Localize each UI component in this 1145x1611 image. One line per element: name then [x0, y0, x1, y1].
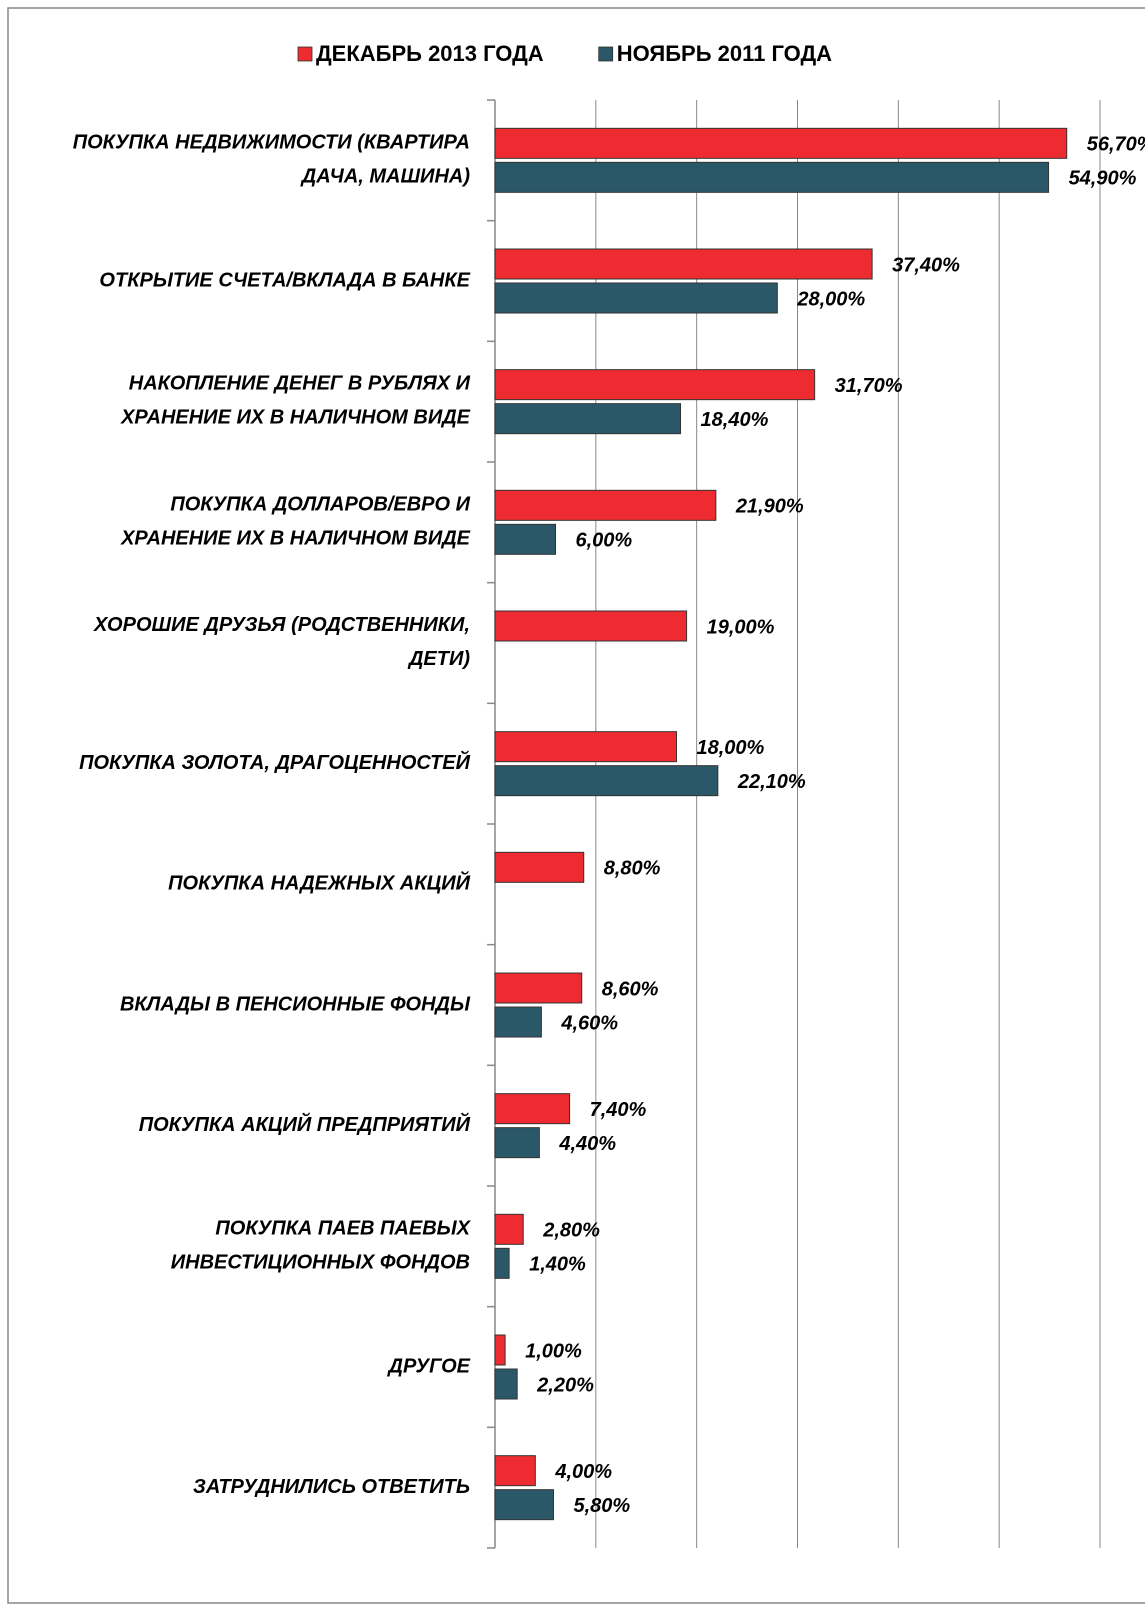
- value-label: 18,00%: [697, 737, 765, 759]
- bar: [494, 403, 682, 435]
- bar: [494, 1093, 571, 1125]
- y-tick-label: НАКОПЛЕНИЕ ДЕНЕГ В РУБЛЯХ И ХРАНЕНИЕ ИХ В…: [120, 373, 471, 429]
- value-label: 7,40%: [590, 1099, 647, 1121]
- bar: [494, 1247, 510, 1279]
- legend-swatch: [598, 46, 614, 62]
- bar: [494, 1334, 506, 1366]
- bar: [494, 1006, 542, 1038]
- bar: [494, 489, 717, 521]
- bar: [494, 610, 688, 642]
- value-label: 22,10%: [737, 771, 806, 793]
- bar: [494, 1489, 554, 1521]
- value-label: 5,80%: [573, 1495, 630, 1517]
- value-label: 21,90%: [735, 496, 804, 518]
- legend-label: ДЕКАБРЬ 2013 ГОДА: [316, 41, 544, 66]
- value-label: 56,70%: [1087, 134, 1145, 156]
- value-label: 28,00%: [796, 288, 865, 310]
- bar: [494, 282, 778, 314]
- value-label: 18,40%: [701, 409, 769, 431]
- bar: [494, 1127, 540, 1159]
- y-tick-label: ПОКУПКА НАДЕЖНЫХ АКЦИЙ: [168, 871, 470, 895]
- value-label: 4,60%: [560, 1012, 618, 1034]
- value-label: 4,40%: [558, 1133, 616, 1155]
- bar: [494, 127, 1068, 159]
- bar: [494, 1213, 524, 1245]
- y-tick-label: ПОКУПКА ДОЛЛАРОВ/ЕВРО И ХРАНЕНИЕ ИХ В НАЛ…: [120, 494, 471, 550]
- value-label: 2,20%: [536, 1374, 594, 1396]
- bar: [494, 369, 816, 401]
- y-tick-label: ПОКУПКА НЕДВИЖИМОСТИ (КВАРТИРА ДАЧА, МАШИ…: [73, 132, 471, 188]
- y-tick-label: ПОКУПКА ПАЕВ ПАЕВЫХ ИНВЕСТИЦИОННЫХ ФОНДОВ: [171, 1218, 472, 1274]
- bar: [494, 972, 583, 1004]
- y-tick-label: ПОКУПКА ЗОЛОТА, ДРАГОЦЕННОСТЕЙ: [79, 750, 471, 774]
- value-label: 1,40%: [529, 1254, 586, 1276]
- value-label: 4,00%: [554, 1461, 612, 1483]
- value-label: 2,80%: [542, 1220, 600, 1242]
- value-label: 1,00%: [525, 1340, 582, 1362]
- y-tick-label: ХОРОШИЕ ДРУЗЬЯ (РОДСТВЕННИКИ, ДЕТИ): [93, 614, 470, 670]
- bar: [494, 851, 585, 883]
- bar: [494, 523, 556, 555]
- legend-label: НОЯБРЬ 2011 ГОДА: [617, 41, 832, 66]
- bar: [494, 731, 677, 763]
- bar: [494, 765, 719, 797]
- value-label: 8,80%: [604, 858, 661, 880]
- legend-swatch: [297, 46, 313, 62]
- y-tick-label: ЗАТРУДНИЛИСЬ ОТВЕТИТЬ: [193, 1476, 470, 1498]
- y-tick-label: ВКЛАДЫ В ПЕНСИОННЫЕ ФОНДЫ: [120, 993, 471, 1015]
- value-label: 31,70%: [835, 375, 903, 397]
- chart-frame: [7, 7, 1145, 1604]
- y-tick-label: ПОКУПКА АКЦИЙ ПРЕДПРИЯТИЙ: [139, 1112, 471, 1136]
- bar: [494, 1455, 536, 1487]
- value-label: 54,90%: [1069, 168, 1137, 190]
- value-label: 37,40%: [892, 254, 960, 276]
- bar: [494, 248, 873, 280]
- value-label: 19,00%: [707, 616, 775, 638]
- y-tick-label: ДРУГОЕ: [387, 1355, 471, 1377]
- value-label: 8,60%: [602, 978, 659, 1000]
- bar: [494, 161, 1050, 193]
- value-label: 6,00%: [576, 530, 633, 552]
- y-tick-label: ОТКРЫТИЕ СЧЕТА/ВКЛАДА В БАНКЕ: [99, 269, 470, 291]
- bar: [494, 1368, 518, 1400]
